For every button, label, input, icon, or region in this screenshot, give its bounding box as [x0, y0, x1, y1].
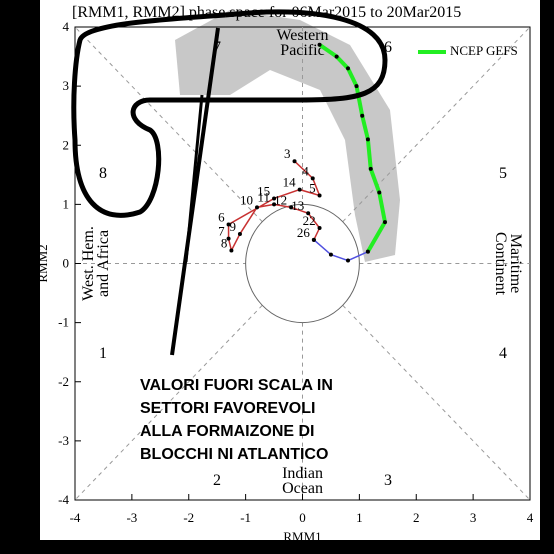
annotation-text: VALORI FUORI SCALA IN [140, 377, 333, 394]
diagonal [342, 304, 531, 501]
diagonal [342, 26, 531, 223]
y-tick-label: -2 [58, 374, 69, 389]
x-tick-label: 1 [356, 510, 363, 525]
region-label: Maritime [507, 234, 524, 294]
phase-label: 3 [384, 472, 392, 489]
data-point [346, 66, 350, 71]
phase-label: 5 [499, 165, 507, 182]
ensemble-spread [175, 10, 400, 262]
diagonal [74, 304, 263, 501]
data-point [226, 222, 231, 227]
data-point [317, 193, 322, 198]
data-point [237, 231, 242, 236]
phase-label: 6 [384, 39, 392, 56]
data-point [255, 205, 259, 210]
point-label: 9 [229, 219, 236, 234]
point-label: 26 [297, 225, 311, 240]
data-point [310, 176, 315, 181]
data-point [272, 196, 277, 201]
x-tick-label: -4 [70, 510, 81, 525]
data-point [377, 190, 382, 195]
y-tick-label: 3 [63, 78, 70, 93]
point-label: 22 [303, 213, 316, 228]
region-label: Ocean [282, 480, 323, 497]
point-label: 14 [283, 175, 297, 190]
data-point [306, 211, 311, 216]
point-label: 5 [309, 181, 316, 196]
point-label: 6 [218, 209, 225, 224]
data-point [334, 54, 339, 59]
x-tick-label: 4 [527, 510, 534, 525]
data-point [365, 249, 370, 254]
series-line [313, 239, 369, 262]
data-point [292, 159, 297, 164]
x-axis-label: RMM1 [283, 529, 321, 544]
data-point [229, 248, 234, 253]
data-point [289, 205, 294, 210]
data-point [360, 113, 365, 118]
y-tick-label: 0 [63, 256, 70, 271]
data-point [317, 42, 322, 47]
y-tick-label: -4 [58, 492, 69, 507]
data-point [226, 236, 231, 241]
point-label: 4 [302, 163, 309, 178]
data-point [354, 84, 359, 89]
data-point [365, 137, 370, 142]
phase-label: 1 [99, 345, 107, 362]
region-label: Indian [282, 465, 323, 482]
series-line [318, 43, 388, 253]
phase-label: 8 [99, 165, 107, 182]
y-tick-label: -1 [58, 315, 69, 330]
point-label: 13 [291, 198, 304, 213]
y-tick-label: -3 [58, 433, 69, 448]
diagonal [74, 26, 263, 223]
data-point [297, 187, 302, 192]
region-label: Western [276, 27, 328, 44]
point-label: 11 [258, 189, 271, 204]
x-tick-label: 2 [413, 510, 420, 525]
legend-label: NCEP GEFS [450, 43, 518, 58]
annotation-text: ALLA FORMAIZONE DI [140, 423, 315, 440]
data-point [317, 226, 322, 231]
x-tick-label: 0 [299, 510, 306, 525]
unit-circle [245, 203, 360, 324]
y-tick-label: 4 [63, 19, 70, 34]
data-point [346, 258, 350, 263]
data-point [368, 166, 373, 171]
data-point [328, 252, 333, 257]
annotation-text: BLOCCHI NI ATLANTICO [140, 446, 328, 463]
point-label: 10 [240, 192, 253, 207]
y-tick-label: 1 [63, 196, 70, 211]
scribble: VALORI FUORI SCALA IN SETTORI FAVOREVOLI A… [71, 9, 388, 463]
region-label: Pacific [280, 42, 324, 59]
x-tick-label: -1 [240, 510, 251, 525]
x-tick-label: 3 [470, 510, 477, 525]
data-point [272, 202, 277, 207]
annotation-text: SETTORI FAVOREVOLI [140, 400, 315, 417]
data-point [311, 237, 316, 242]
scribble-line [184, 94, 204, 263]
region-label: Continent [492, 232, 509, 296]
x-tick-label: -3 [126, 510, 137, 525]
scribble-arrow [170, 27, 220, 356]
point-label: 8 [221, 235, 228, 250]
region-label: West. Hem. [80, 226, 97, 301]
data-point [382, 220, 387, 225]
y-tick-label: 2 [63, 137, 70, 152]
phase-label: 2 [213, 472, 221, 489]
region-label: and Africa [95, 230, 112, 297]
phase-label: 4 [499, 345, 507, 362]
scribble-loop [71, 9, 388, 218]
point-label: 7 [218, 224, 225, 239]
y-axis-label: RMM2 [35, 244, 50, 282]
x-tick-label: -2 [183, 510, 194, 525]
point-label: 3 [284, 146, 291, 161]
point-label: 15 [257, 183, 270, 198]
point-label: 12 [274, 192, 287, 207]
